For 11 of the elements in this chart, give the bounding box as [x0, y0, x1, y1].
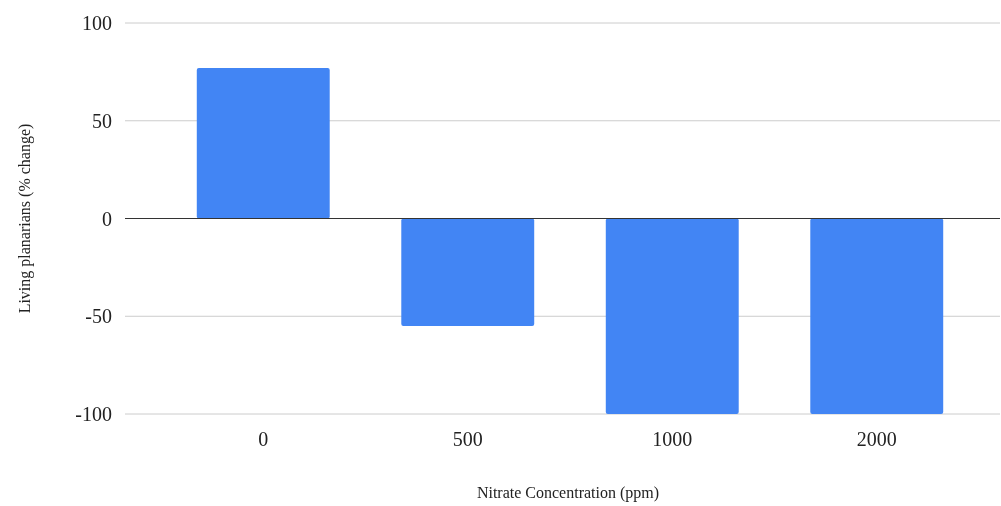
x-tick-label: 0 — [258, 428, 269, 450]
y-tick-label: 0 — [102, 207, 112, 230]
y-tick-label: 50 — [92, 109, 112, 132]
x-tick-label: 500 — [452, 428, 483, 450]
y-axis-title: Living planarians (% change) — [16, 123, 34, 314]
y-tick-label: 100 — [82, 12, 112, 34]
x-axis-title: Nitrate Concentration (ppm) — [476, 484, 660, 502]
y-tick-label: -100 — [75, 403, 112, 425]
y-tick-label: -50 — [85, 305, 112, 328]
x-tick-label: 2000 — [856, 428, 897, 450]
x-tick-label: 1000 — [652, 428, 693, 450]
